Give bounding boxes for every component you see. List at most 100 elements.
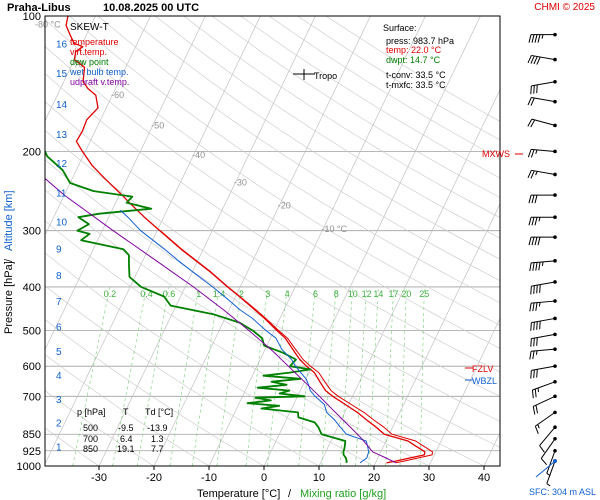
wind-barb <box>528 193 557 204</box>
plot-frame <box>44 15 501 467</box>
temperature-tick-label: 20 <box>368 472 380 484</box>
dry-adiabat <box>45 390 155 466</box>
wbzl-label: WBZL <box>472 376 497 386</box>
y-axis-separator: / <box>3 258 15 262</box>
mixing-ratio-line <box>368 286 379 466</box>
altitude-label: 10 <box>56 217 68 228</box>
y-axis-label-altitude: Altitude [km] <box>3 190 15 251</box>
level-table: p [hPa] T Td [°C] 500 -9.5 -13.9 700 6.4… <box>77 407 173 454</box>
pressure-tick-label: 925 <box>23 446 41 458</box>
legend-updraft: udpraft v.temp. <box>70 77 129 87</box>
mixing-ratio-line <box>72 286 111 466</box>
wind-barb <box>532 394 557 415</box>
series-wet-bulb-temp <box>119 209 370 464</box>
mixing-ratio-label: 2 <box>239 289 244 299</box>
mixing-ratio-label: 3 <box>265 289 270 299</box>
temperature-tick-label: -30 <box>91 472 107 484</box>
table-cell: 6.4 <box>120 434 133 444</box>
mxws-label: MXWS <box>482 149 510 159</box>
surface-wind-arrow <box>535 459 557 478</box>
tropopause-marker: Tropo <box>293 69 337 81</box>
surface-title: Surface: <box>383 23 417 33</box>
series-udpraft-v-temp <box>45 177 397 464</box>
mixing-ratio-line <box>191 286 220 466</box>
altitude-label: 2 <box>56 418 62 429</box>
isotherm-line <box>153 16 371 466</box>
mixing-ratio-label: 0.2 <box>104 289 117 299</box>
pressure-tick-label: 1000 <box>17 461 41 473</box>
wind-barb <box>528 235 557 246</box>
temperature-tick-label: -20 <box>146 472 162 484</box>
y-axis-label: Pressure [hPa] <box>3 261 15 334</box>
altitude-label: 11 <box>56 189 67 200</box>
fzlv-marker: FZLV <box>465 364 493 374</box>
isotherm-label: -50 <box>151 121 164 131</box>
isotherm-line <box>98 16 316 466</box>
isotherm-line <box>318 88 500 466</box>
mixing-ratio-label: 8 <box>334 289 339 299</box>
temperature-tick-label: -10 <box>201 472 217 484</box>
dry-adiabat <box>97 16 500 282</box>
wind-barb <box>529 299 557 312</box>
pressure-tick-label: 400 <box>23 282 41 294</box>
dry-adiabat <box>325 16 500 122</box>
surface-press: press: 983.7 hPa <box>386 36 454 46</box>
pressure-tick-label: 850 <box>23 429 41 441</box>
surface-tconv: t-conv: 33.5 °C <box>386 70 446 80</box>
wind-barb <box>527 169 557 179</box>
wind-barbs <box>527 32 557 487</box>
temperature-tick-label: 40 <box>478 472 490 484</box>
altitude-label: 3 <box>56 395 62 406</box>
mixing-ratio-label: 1.4 <box>213 289 226 299</box>
dry-adiabat <box>45 73 500 373</box>
isotherm-line <box>208 16 426 466</box>
isotherm-label: -80 °C <box>35 19 61 29</box>
surface-temp: temp: 22.0 °C <box>386 45 442 55</box>
table-cell: 700 <box>83 434 98 444</box>
pressure-tick-label: 300 <box>23 226 41 238</box>
isotherm-line <box>45 16 261 465</box>
temperature-tick-label: 30 <box>423 472 435 484</box>
dry-adiabat <box>45 45 500 349</box>
x-axis-separator: / <box>288 488 292 500</box>
mxws-marker: MXWS <box>482 149 523 159</box>
dry-adiabat <box>45 101 500 397</box>
mixing-ratio-line <box>321 286 337 466</box>
wind-barb <box>527 118 557 128</box>
wbzl-marker: WBZL <box>465 376 497 386</box>
wind-barb <box>528 32 557 43</box>
mixing-ratio-label: 0.6 <box>163 289 176 299</box>
x-axis-label: Temperature [°C] <box>197 488 280 500</box>
isotherm-line <box>263 16 481 466</box>
isotherm-line <box>45 16 151 236</box>
mixing-ratio-label: 20 <box>401 289 411 299</box>
legend-wet-bulb: wet bulb temp. <box>69 67 129 77</box>
dry-adiabat <box>45 19 500 326</box>
wind-barb <box>531 380 557 399</box>
surface-elevation: SFC: 304 m ASL <box>529 487 596 497</box>
fzlv-label: FZLV <box>472 364 493 374</box>
surface-dwpt: dwpt: 14.7 °C <box>386 55 441 65</box>
legend-dew-point: dew point <box>70 57 109 67</box>
pressure-tick-label: 100 <box>23 11 41 23</box>
dry-adiabat <box>69 16 500 304</box>
dry-adiabat <box>154 16 500 239</box>
pressure-tick-label: 200 <box>23 147 41 159</box>
altitude-label: 13 <box>56 130 68 141</box>
pressure-tick-label: 600 <box>23 361 41 373</box>
isotherm-line <box>428 317 500 466</box>
pressure-tick-label: 700 <box>23 391 41 403</box>
mixing-ratio-line <box>112 286 147 466</box>
dry-adiabat <box>126 16 500 260</box>
isotherm-label: -10 °C <box>322 224 348 234</box>
mixing-ratio-label: 25 <box>419 289 429 299</box>
temperature-tick-labels: -30 -20 -10 0 10 20 30 40 <box>91 466 490 484</box>
table-cell: 1.3 <box>151 434 164 444</box>
sounding-datetime: 10.08.2025 00 UTC <box>103 2 199 14</box>
isotherm-label: -60 <box>111 90 124 100</box>
wind-barb <box>528 215 557 226</box>
altitude-label: 8 <box>56 271 62 282</box>
mixing-ratio-line <box>136 286 170 466</box>
legend-title: SKEW-T <box>70 22 109 33</box>
